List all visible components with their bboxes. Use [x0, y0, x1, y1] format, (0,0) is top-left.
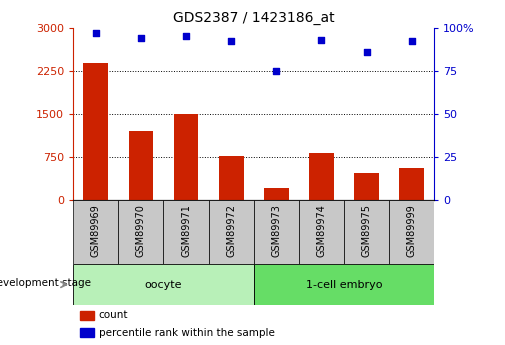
FancyBboxPatch shape — [73, 264, 254, 305]
Text: GSM89969: GSM89969 — [91, 204, 101, 257]
Point — [92, 30, 100, 36]
Text: GSM89974: GSM89974 — [317, 204, 326, 257]
Bar — [354, 172, 379, 200]
Text: oocyte: oocyte — [145, 280, 182, 289]
FancyBboxPatch shape — [299, 200, 344, 264]
Text: count: count — [98, 310, 128, 320]
Text: GSM89970: GSM89970 — [136, 204, 146, 257]
Point — [182, 33, 190, 39]
Text: 1-cell embryo: 1-cell embryo — [306, 280, 382, 289]
Bar — [80, 310, 94, 320]
Bar — [219, 156, 243, 200]
FancyBboxPatch shape — [118, 200, 164, 264]
Bar — [399, 168, 424, 200]
Bar — [83, 63, 108, 200]
Point — [408, 39, 416, 44]
FancyBboxPatch shape — [209, 200, 254, 264]
FancyBboxPatch shape — [344, 200, 389, 264]
Text: GSM89999: GSM89999 — [407, 204, 417, 257]
Bar — [80, 328, 94, 337]
Point — [227, 39, 235, 44]
Text: GSM89973: GSM89973 — [271, 204, 281, 257]
Point — [137, 35, 145, 41]
Bar — [128, 131, 154, 200]
Bar — [174, 115, 198, 200]
Bar — [309, 153, 334, 200]
Text: GSM89972: GSM89972 — [226, 204, 236, 257]
Bar — [264, 188, 289, 200]
Title: GDS2387 / 1423186_at: GDS2387 / 1423186_at — [173, 11, 335, 25]
FancyBboxPatch shape — [254, 200, 299, 264]
Text: percentile rank within the sample: percentile rank within the sample — [98, 328, 274, 337]
Point — [318, 37, 326, 42]
Text: development stage: development stage — [0, 278, 91, 287]
FancyBboxPatch shape — [254, 264, 434, 305]
Text: GSM89971: GSM89971 — [181, 204, 191, 257]
Text: GSM89975: GSM89975 — [362, 204, 372, 257]
FancyBboxPatch shape — [164, 200, 209, 264]
Point — [272, 68, 280, 73]
Point — [363, 49, 371, 55]
FancyBboxPatch shape — [73, 200, 118, 264]
FancyBboxPatch shape — [389, 200, 434, 264]
